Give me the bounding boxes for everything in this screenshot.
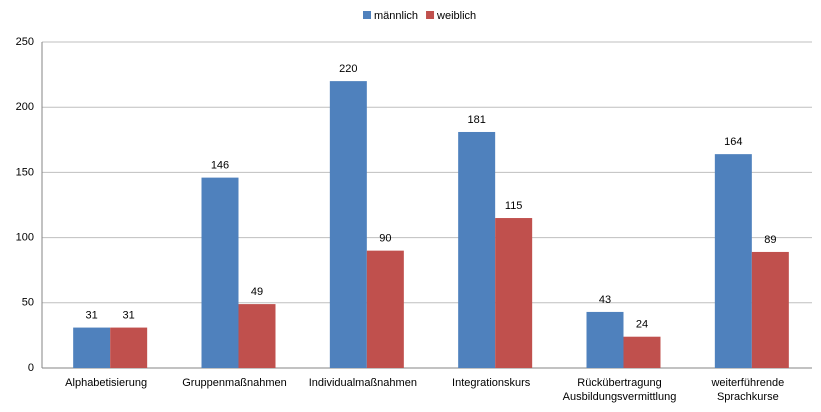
legend-swatch — [426, 11, 435, 19]
value-label: 89 — [764, 234, 776, 246]
bar — [586, 311, 624, 368]
value-label: 31 — [86, 309, 98, 321]
bar — [110, 327, 148, 368]
y-tick-label: 250 — [16, 36, 34, 48]
x-tick-label: Gruppenmaßnahmen — [182, 377, 287, 389]
bar — [366, 250, 404, 368]
value-label: 43 — [599, 294, 611, 306]
x-tick-label: weiterführende Sprachkurse — [711, 377, 785, 403]
value-label: 115 — [505, 200, 523, 212]
legend-swatch — [363, 11, 371, 19]
value-label: 24 — [636, 319, 648, 331]
bar — [458, 131, 496, 368]
x-tick-label: Individualmaßnahmen — [308, 377, 417, 389]
bar — [73, 327, 111, 368]
x-tick-label: Rückübertragung Ausbildungsvermittlung — [562, 377, 677, 403]
legend-label: weiblich — [436, 10, 476, 22]
bar — [329, 81, 367, 369]
bar — [238, 304, 276, 368]
y-tick-label: 50 — [22, 297, 34, 309]
value-label: 31 — [123, 309, 135, 321]
y-tick-label: 200 — [16, 101, 34, 113]
y-tick-label: 100 — [16, 232, 34, 244]
bar — [201, 177, 239, 368]
x-tick-label: Integrationskurs — [452, 377, 531, 389]
value-label: 181 — [467, 114, 485, 126]
value-label: 146 — [211, 160, 229, 172]
y-tick-label: 0 — [28, 362, 34, 374]
bar — [623, 336, 661, 368]
value-label: 90 — [379, 233, 391, 245]
y-tick-label: 150 — [16, 166, 34, 178]
value-label: 220 — [339, 63, 357, 75]
value-label: 164 — [724, 136, 742, 148]
bar — [495, 218, 533, 368]
bar — [714, 154, 752, 368]
bar — [751, 251, 789, 368]
x-tick-label: Alphabetisierung — [65, 377, 148, 389]
legend-label: männlich — [374, 10, 418, 22]
value-label: 49 — [251, 286, 263, 298]
